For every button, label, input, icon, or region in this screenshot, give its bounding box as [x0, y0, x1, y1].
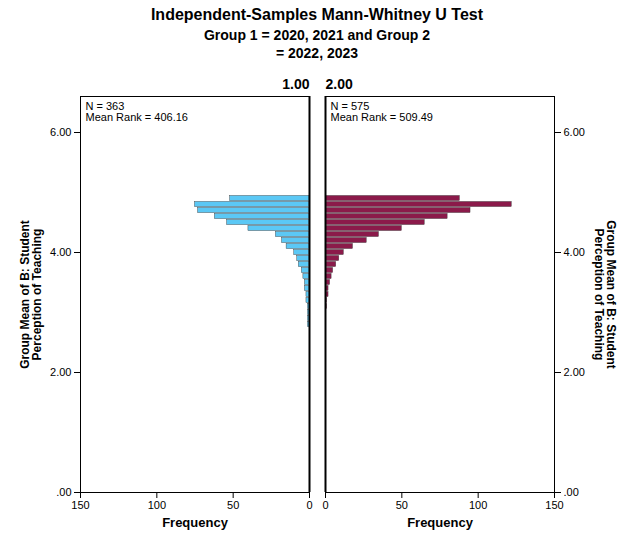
svg-text:100: 100 — [148, 500, 166, 512]
svg-text:N = 363Mean Rank = 406.16: N = 363Mean Rank = 406.16 — [86, 101, 188, 124]
svg-text:1.00: 1.00 — [282, 76, 309, 92]
svg-text:0: 0 — [322, 500, 328, 512]
svg-text:50: 50 — [227, 500, 239, 512]
svg-text:4.00: 4.00 — [50, 246, 71, 258]
svg-text:Group Mean of B: StudentPercep: Group Mean of B: StudentPerception of Te… — [18, 221, 44, 370]
svg-text:4.00: 4.00 — [564, 246, 585, 258]
svg-text:150: 150 — [545, 500, 563, 512]
html-text:Independent-Samples Mann-Whitn: Independent-Samples Mann-Whitney U Test — [150, 6, 484, 23]
svg-text:50: 50 — [396, 500, 408, 512]
svg-text:2.00: 2.00 — [564, 366, 585, 378]
svg-text:6.00: 6.00 — [50, 126, 71, 138]
svg-text:.00: .00 — [564, 486, 579, 498]
svg-text:Frequency: Frequency — [407, 515, 474, 530]
svg-text:150: 150 — [71, 500, 89, 512]
svg-text:2.00: 2.00 — [50, 366, 71, 378]
svg-text:2.00: 2.00 — [326, 76, 353, 92]
svg-text:Group Mean of B: StudentPercep: Group Mean of B: StudentPerception of Te… — [592, 221, 618, 370]
html-text:Group 1 = 2020, 2021 and Group: Group 1 = 2020, 2021 and Group 2 = 2022,… — [204, 27, 430, 62]
svg-text:6.00: 6.00 — [564, 126, 585, 138]
svg-text:100: 100 — [469, 500, 487, 512]
svg-text:0: 0 — [306, 500, 312, 512]
svg-text:.00: .00 — [56, 486, 71, 498]
svg-text:N = 575Mean Rank = 509.49: N = 575Mean Rank = 509.49 — [331, 101, 433, 124]
svg-text:Frequency: Frequency — [162, 515, 229, 530]
